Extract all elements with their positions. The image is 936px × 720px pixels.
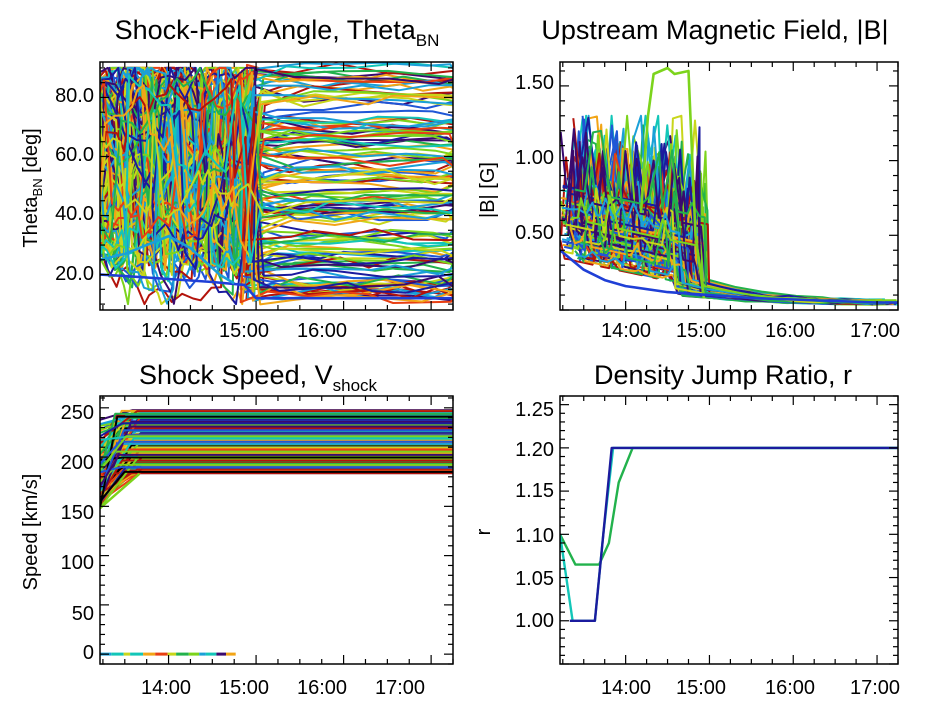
x-tick-label: 14:00: [141, 320, 191, 342]
panel-shock-speed: Shock Speed, Vshock 250 200 150 100 50 0…: [20, 360, 454, 699]
series-line: [100, 435, 453, 472]
highlight-series-line: [100, 273, 453, 300]
series-line: [100, 76, 453, 269]
axes-frame: [99, 395, 454, 665]
y-tick-label: 20.0: [55, 263, 94, 285]
series-group: [100, 409, 453, 656]
series-line: [100, 66, 453, 243]
axes-frame: [559, 61, 899, 311]
series-line: [100, 422, 453, 438]
y-tick-label: 0.50: [515, 222, 554, 244]
series-line: [100, 424, 453, 431]
x-tick-label: 15:00: [676, 320, 726, 342]
highlight-series-line: [100, 234, 235, 285]
x-tick-label: 14:00: [601, 320, 651, 342]
x-tick-label: 15:00: [676, 677, 726, 699]
y-tick-label: 60.0: [55, 144, 94, 166]
y-tick-label: 0: [83, 642, 94, 664]
highlight-series-line: [639, 66, 706, 299]
y-tick-label: 1.05: [515, 568, 554, 590]
x-tick-label: 17:00: [375, 320, 425, 342]
tick-marks: [560, 395, 899, 665]
tick-marks: [100, 62, 454, 310]
series-group: [100, 62, 453, 306]
panel-title: Density Jump Ratio, r: [594, 360, 852, 390]
series-line: [100, 415, 453, 509]
ramp-line: [100, 472, 141, 510]
panel-upstream-b: Upstream Magnetic Field, |B| 1.50 1.00 0…: [477, 15, 900, 342]
series-line: [100, 429, 453, 490]
series-line: [100, 84, 453, 252]
y-tick-label: 1.50: [515, 72, 554, 94]
series-line: [100, 425, 453, 486]
y-tick-label: 80.0: [55, 85, 94, 107]
series-line: [100, 459, 453, 498]
plot-area: [559, 61, 899, 311]
plot-area: [559, 395, 899, 665]
highlight-series-line: [560, 249, 898, 304]
y-tick-label: 1.00: [515, 147, 554, 169]
series-line: [100, 80, 453, 294]
series-line: [100, 469, 453, 503]
y-axis-label: ThetaBN [deg]: [20, 128, 45, 247]
series-line: [100, 78, 453, 260]
series-line: [100, 468, 453, 495]
plot-area: [99, 395, 454, 665]
x-tick-label: 15:00: [219, 677, 269, 699]
x-tick-label: 16:00: [765, 677, 815, 699]
series-line: [569, 446, 898, 622]
series-line: [100, 412, 453, 473]
series-line: [100, 76, 453, 292]
x-tick-label: 14:00: [141, 677, 191, 699]
series-line: [100, 112, 453, 218]
axes-frame: [559, 395, 899, 665]
x-tick-label: 15:00: [219, 320, 269, 342]
y-tick-label: 1.10: [515, 525, 554, 547]
panel-theta-bn: Shock-Field Angle, ThetaBN 80.0 60.0 40.…: [20, 15, 454, 342]
panel-density-jump: Density Jump Ratio, r 1.25 1.20 1.15 1.1…: [473, 360, 900, 699]
x-tick-label: 16:00: [765, 320, 815, 342]
y-tick-label: 50: [72, 603, 94, 625]
panel-title: Shock Speed, Vshock: [139, 360, 378, 395]
y-tick-label: 250: [61, 402, 94, 424]
series-line: [100, 74, 453, 270]
y-tick-label: 1.15: [515, 480, 554, 502]
x-tick-label: 16:00: [297, 677, 347, 699]
x-tick-label: 16:00: [297, 320, 347, 342]
tick-marks: [100, 396, 454, 665]
x-tick-label: 17:00: [850, 677, 900, 699]
series-line: [100, 470, 453, 502]
series-line: [582, 166, 872, 304]
plot-area: [99, 61, 454, 311]
series-group: [560, 66, 898, 306]
x-tick-label: 14:00: [601, 677, 651, 699]
y-axis-label: r: [473, 528, 495, 535]
y-axis-label: Speed [km/s]: [20, 474, 42, 591]
y-tick-label: 100: [61, 552, 94, 574]
series-line: [100, 76, 453, 306]
y-tick-label: 1.25: [515, 399, 554, 421]
y-axis-label: |B| [G]: [477, 162, 499, 218]
series-line: [100, 440, 453, 465]
y-tick-label: 150: [61, 502, 94, 524]
panel-title: Shock-Field Angle, ThetaBN: [115, 15, 440, 50]
series-line: [100, 151, 453, 257]
x-tick-label: 17:00: [375, 677, 425, 699]
series-line: [100, 66, 453, 289]
y-tick-label: 1.00: [515, 610, 554, 632]
y-tick-label: 1.20: [515, 439, 554, 461]
series-line: [100, 453, 453, 487]
x-tick-label: 17:00: [850, 320, 900, 342]
y-tick-label: 40.0: [55, 203, 94, 225]
series-group: [560, 446, 898, 622]
y-tick-label: 200: [61, 452, 94, 474]
series-line: [100, 66, 453, 278]
series-line: [100, 70, 453, 262]
tick-marks: [560, 62, 899, 311]
panel-title: Upstream Magnetic Field, |B|: [541, 15, 888, 45]
